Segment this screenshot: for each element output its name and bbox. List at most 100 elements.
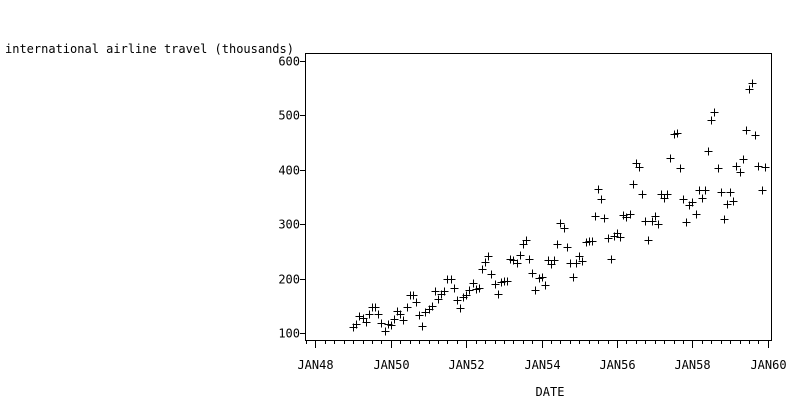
data-point (663, 190, 672, 199)
data-point (541, 281, 550, 290)
data-point (399, 316, 408, 325)
data-point (651, 212, 660, 221)
data-point (478, 265, 487, 274)
x-tick-label: JAN58 (674, 358, 710, 372)
y-axis-label: international airline travel (thousands) (5, 42, 294, 56)
data-point (352, 320, 361, 329)
data-point (396, 310, 405, 319)
data-point (717, 188, 726, 197)
y-tick-label: 300 (278, 218, 300, 232)
data-point (732, 162, 741, 171)
data-point (381, 327, 390, 336)
x-tick-label: JAN56 (599, 358, 635, 372)
data-point (434, 295, 443, 304)
data-point (710, 108, 719, 117)
data-point (616, 233, 625, 242)
data-point (415, 311, 424, 320)
data-point (362, 318, 371, 327)
data-point (638, 190, 647, 199)
x-axis-label: DATE (536, 385, 565, 399)
plot-frame (305, 53, 772, 341)
data-point (704, 147, 713, 156)
data-point (418, 322, 427, 331)
data-point (588, 237, 597, 246)
data-point (447, 275, 456, 284)
data-point (723, 200, 732, 209)
data-point (679, 195, 688, 204)
data-point (720, 215, 729, 224)
data-point (635, 163, 644, 172)
data-point (648, 217, 657, 226)
data-point (729, 197, 738, 206)
data-point (736, 168, 745, 177)
data-point (491, 280, 500, 289)
data-point (403, 303, 412, 312)
data-point (698, 194, 707, 203)
data-point (754, 162, 763, 171)
data-point (462, 291, 471, 300)
data-point (707, 116, 716, 125)
data-point (484, 252, 493, 261)
data-point (374, 310, 383, 319)
x-axis: JAN48 JAN50 JAN52 JAN54 JAN56 JAN58 JAN60 (297, 340, 787, 372)
data-point (676, 164, 685, 173)
data-point (751, 131, 760, 140)
data-point (450, 284, 459, 293)
data-points (349, 79, 770, 336)
data-point (597, 195, 606, 204)
data-point (469, 279, 478, 288)
data-point (390, 315, 399, 324)
data-point (626, 210, 635, 219)
data-point (513, 259, 522, 268)
data-point (355, 312, 364, 321)
data-point (654, 220, 663, 229)
data-point (644, 236, 653, 245)
data-point (673, 129, 682, 138)
data-point (739, 155, 748, 164)
data-point (481, 258, 490, 267)
data-point (387, 321, 396, 330)
data-point (666, 154, 675, 163)
data-point (453, 296, 462, 305)
data-point (688, 198, 697, 207)
data-point (563, 243, 572, 252)
data-point (465, 286, 474, 295)
data-point (431, 287, 440, 296)
data-point (572, 259, 581, 268)
data-point (726, 188, 735, 197)
data-point (428, 302, 437, 311)
y-tick-label: 100 (278, 327, 300, 341)
data-point (594, 185, 603, 194)
data-point (412, 298, 421, 307)
data-point (591, 212, 600, 221)
data-point (440, 287, 449, 296)
x-tick-label: JAN52 (448, 358, 484, 372)
data-point (604, 234, 613, 243)
data-point (556, 219, 565, 228)
x-tick-label: JAN48 (297, 358, 333, 372)
data-point (475, 284, 484, 293)
data-point (371, 303, 380, 312)
data-point (487, 270, 496, 279)
data-point (516, 251, 525, 260)
data-point (409, 291, 418, 300)
y-axis: 100 200 300 400 500 600 (278, 55, 306, 341)
data-point (456, 304, 465, 313)
data-point (745, 85, 754, 94)
x-tick-label: JAN60 (750, 358, 786, 372)
x-tick-label: JAN50 (373, 358, 409, 372)
data-point (578, 257, 587, 266)
y-tick-label: 500 (278, 109, 300, 123)
y-tick-label: 400 (278, 164, 300, 178)
data-point (742, 126, 751, 135)
data-point (641, 217, 650, 226)
data-point (560, 224, 569, 233)
data-point (365, 310, 374, 319)
data-point (528, 269, 537, 278)
data-point (538, 273, 547, 282)
data-point (607, 255, 616, 264)
data-point (761, 163, 770, 172)
data-point (758, 186, 767, 195)
data-point (600, 214, 609, 223)
